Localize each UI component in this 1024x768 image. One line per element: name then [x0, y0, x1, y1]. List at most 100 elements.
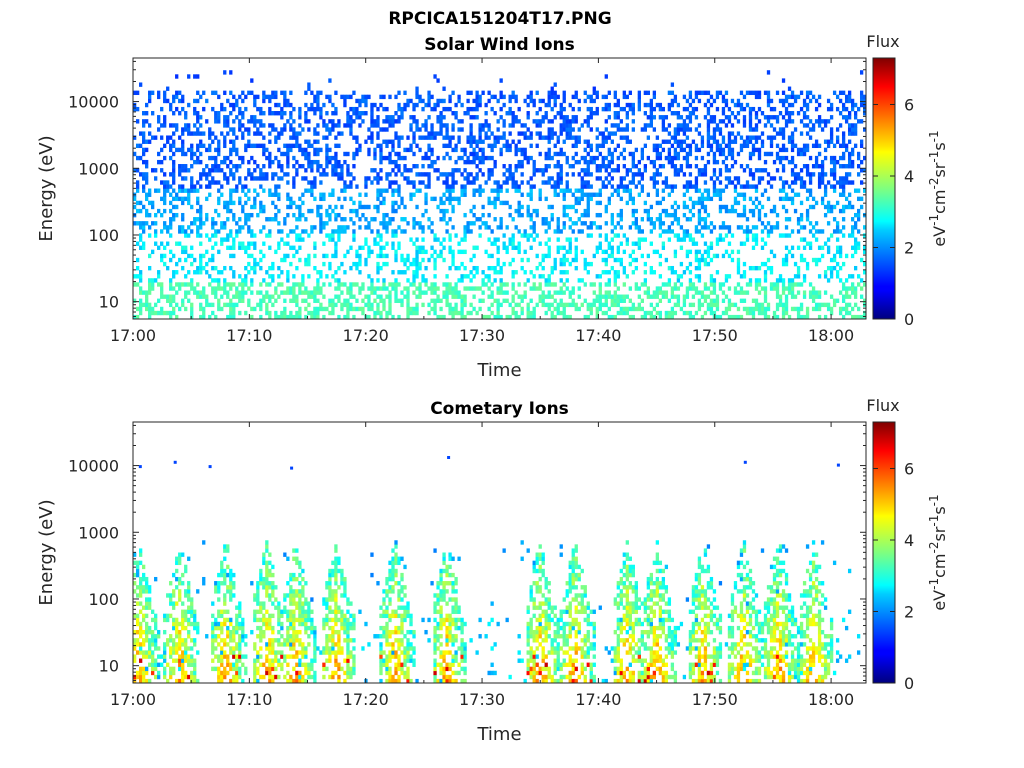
spectrogram-cell	[685, 135, 690, 140]
spectrogram-cell	[604, 233, 608, 238]
spectrogram-cell	[154, 176, 158, 181]
spectrogram-cell	[685, 180, 690, 185]
spectrogram-cell	[643, 290, 647, 295]
spectrogram-cell	[382, 127, 386, 132]
spectrogram-cell	[514, 208, 518, 214]
spectrogram-cell	[208, 131, 212, 136]
spectrogram-cell	[478, 233, 482, 238]
spectrogram-cell	[232, 200, 236, 206]
spectrogram-cell	[253, 98, 257, 104]
spectrogram-cell	[175, 241, 179, 246]
spectrogram-cell	[556, 139, 560, 144]
spectrogram-cell	[328, 131, 332, 136]
spectrogram-cell	[190, 184, 194, 189]
spectrogram-cell	[304, 119, 308, 124]
spectrogram-cell	[229, 245, 233, 250]
spectrogram-cell	[460, 192, 464, 197]
spectrogram-cell	[733, 139, 738, 144]
spectrogram-cell	[337, 225, 341, 230]
spectrogram-cell	[259, 257, 263, 263]
spectrogram-cell	[643, 143, 647, 149]
spectrogram-cell	[700, 200, 705, 206]
spectrogram-cell	[850, 131, 855, 136]
spectrogram-cell	[256, 119, 260, 124]
spectrogram-cell	[367, 245, 371, 250]
spectrogram-cell	[724, 225, 729, 230]
spectrogram-cell	[844, 176, 849, 181]
spectrogram-cell	[193, 74, 197, 79]
spectrogram-cell	[190, 310, 194, 316]
spectrogram-cell	[619, 294, 623, 299]
spectrogram-cell	[475, 98, 479, 104]
spectrogram-cell	[145, 298, 149, 303]
spectrogram-cell	[589, 98, 593, 104]
spectrogram-cell	[634, 147, 638, 153]
spectrogram-cell	[415, 302, 419, 308]
spectrogram-cell	[256, 94, 260, 100]
spectrogram-cell	[577, 286, 581, 291]
spectrogram-cell	[745, 310, 750, 316]
spectrogram-cell	[802, 290, 807, 295]
spectrogram-cell	[490, 229, 494, 234]
spectrogram-cell	[280, 127, 284, 132]
spectrogram-cell	[493, 188, 497, 193]
spectrogram-cell	[433, 131, 437, 136]
spectrogram-cell	[328, 98, 332, 104]
spectrogram-cell	[574, 200, 578, 206]
spectrogram-cell	[691, 282, 696, 287]
spectrogram-cell	[847, 127, 852, 132]
spectrogram-cell	[367, 294, 371, 299]
spectrogram-cell	[223, 123, 227, 128]
spectrogram-cell	[421, 237, 425, 242]
spectrogram-cell	[784, 155, 789, 161]
spectrogram-cell	[685, 217, 690, 222]
spectrogram-cell	[502, 233, 506, 238]
spectrogram-cell	[220, 192, 224, 197]
spectrogram-cell	[445, 172, 449, 177]
spectrogram-cell	[472, 265, 476, 271]
spectrogram-cell	[277, 208, 281, 214]
spectrogram-cell	[349, 265, 353, 271]
spectrogram-cell	[568, 131, 572, 136]
spectrogram-cell	[853, 225, 858, 230]
spectrogram-cell	[385, 106, 389, 112]
spectrogram-cell	[583, 172, 587, 177]
spectrogram-cell	[406, 147, 410, 153]
spectrogram-cell	[754, 237, 759, 242]
spectrogram-cell	[565, 286, 569, 291]
spectrogram-cell	[589, 282, 593, 287]
spectrogram-cell	[214, 314, 218, 320]
spectrogram-cell	[598, 188, 602, 193]
spectrogram-cell	[490, 168, 494, 173]
spectrogram-cell	[388, 184, 392, 189]
spectrogram-cell	[616, 257, 620, 263]
spectrogram-cell	[775, 115, 780, 120]
spectrogram-cell	[490, 282, 494, 287]
spectrogram-cell	[136, 314, 140, 320]
spectrogram-cell	[568, 294, 572, 299]
spectrogram-cell	[820, 302, 825, 308]
spectrogram-cell	[283, 98, 287, 104]
spectrogram-cell	[706, 98, 711, 104]
spectrogram-cell	[691, 302, 696, 308]
spectrogram-cell	[424, 196, 428, 202]
spectrogram-cell	[538, 192, 542, 197]
spectrogram-cell	[784, 180, 789, 185]
spectrogram-cell	[367, 221, 371, 226]
spectrogram-cell	[775, 151, 780, 157]
spectrogram-cell	[289, 127, 293, 132]
spectrogram-cell	[520, 204, 524, 210]
spectrogram-cell	[670, 82, 675, 87]
spectrogram-cell	[826, 139, 831, 144]
spectrogram-cell	[784, 253, 789, 259]
spectrogram-cell	[655, 192, 660, 197]
spectrogram-cell	[271, 217, 275, 222]
spectrogram-cell	[301, 147, 305, 153]
spectrogram-cell	[217, 229, 221, 234]
spectrogram-cell	[863, 188, 867, 193]
spectrogram-cell	[373, 176, 377, 181]
spectrogram-cell	[844, 119, 849, 124]
spectrogram-cell	[562, 90, 566, 96]
spectrogram-cell	[688, 217, 693, 222]
spectrogram-cell	[247, 229, 251, 234]
